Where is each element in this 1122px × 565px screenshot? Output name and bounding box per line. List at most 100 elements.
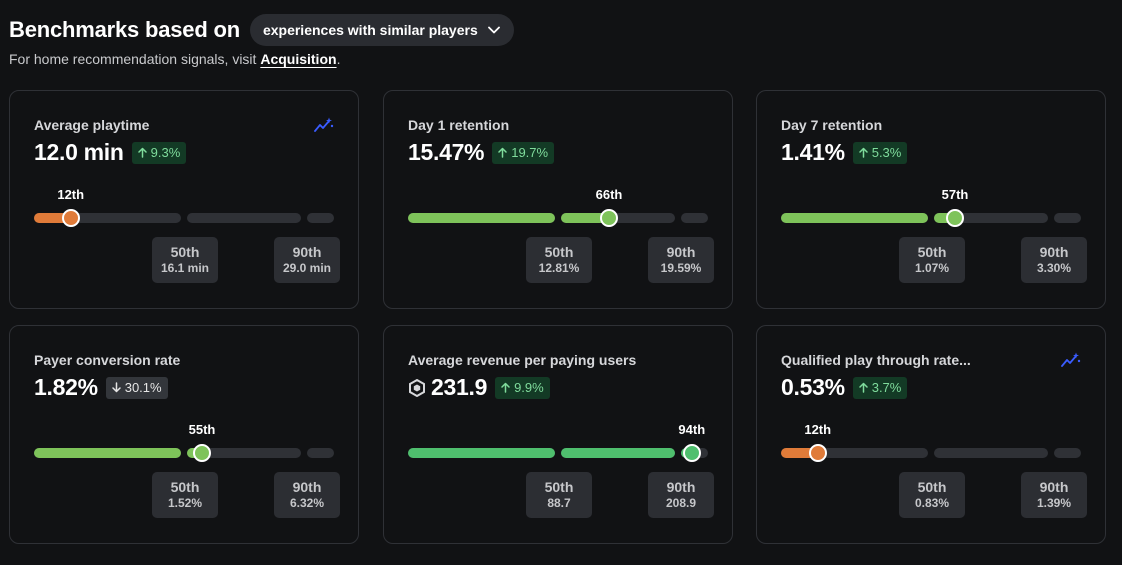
trend-sparkle-icon[interactable] bbox=[314, 117, 334, 138]
tick-percentile: 50th bbox=[544, 244, 574, 261]
benchmark-tick-90th: 90th 19.59% bbox=[648, 237, 714, 283]
percentile-knob[interactable] bbox=[808, 444, 827, 462]
benchmark-tick-90th: 90th 29.0 min bbox=[274, 237, 340, 283]
percentile-knob[interactable] bbox=[600, 209, 618, 227]
percentile-label: 57th bbox=[941, 187, 969, 202]
tick-value: 19.59% bbox=[660, 261, 702, 276]
percentile-track-fill bbox=[34, 448, 181, 458]
chevron-down-icon bbox=[487, 26, 500, 34]
percentile-label: 94th bbox=[678, 422, 706, 437]
tick-value: 88.7 bbox=[547, 496, 571, 511]
benchmark-tick-90th: 90th 3.30% bbox=[1021, 237, 1087, 283]
benchmark-tick-50th: 50th 1.07% bbox=[899, 237, 965, 283]
arrow-up-icon bbox=[137, 147, 147, 158]
metric-value: 1.82% bbox=[34, 374, 98, 400]
percentile-track-fill bbox=[561, 213, 609, 223]
metric-value: 231.9 bbox=[431, 374, 488, 400]
header: Benchmarks based on experiences with sim… bbox=[9, 14, 514, 46]
percentile-knob[interactable] bbox=[61, 209, 80, 227]
tick-percentile: 50th bbox=[544, 479, 574, 496]
percentile-track-segment bbox=[187, 213, 301, 223]
metric-card: Qualified play through rate... 0.53% 3.7% 1… bbox=[756, 325, 1106, 544]
percentile-label: 12th bbox=[57, 187, 85, 202]
benchmark-tick-50th: 50th 88.7 bbox=[526, 472, 592, 518]
tick-percentile: 50th bbox=[170, 244, 200, 261]
change-value: 19.7% bbox=[511, 145, 549, 160]
acquisition-link[interactable]: Acquisition bbox=[260, 51, 337, 67]
percentile-track-fill bbox=[561, 448, 675, 458]
metric-label: Qualified play through rate... bbox=[781, 352, 971, 368]
change-badge: 9.3% bbox=[131, 141, 187, 164]
change-badge: 3.7% bbox=[852, 376, 908, 399]
page-title: Benchmarks based on bbox=[9, 17, 240, 42]
metric-label: Payer conversion rate bbox=[34, 352, 181, 368]
percentile-knob[interactable] bbox=[193, 444, 211, 462]
arrow-up-icon bbox=[501, 382, 510, 393]
metric-value: 1.41% bbox=[781, 139, 845, 165]
change-value: 9.3% bbox=[150, 145, 181, 160]
metric-value: 0.53% bbox=[781, 374, 845, 400]
tick-value: 29.0 min bbox=[282, 261, 332, 276]
metric-card: Day 1 retention 15.47% 19.7% 66th 50th 12.8… bbox=[383, 90, 733, 309]
benchmark-tick-90th: 90th 208.9 bbox=[648, 472, 714, 518]
metric-value-row: 231.9 9.9% bbox=[408, 374, 550, 401]
dropdown-label: experiences with similar players bbox=[262, 22, 478, 38]
subtitle-suffix: . bbox=[336, 51, 341, 67]
tick-value: 12.81% bbox=[538, 261, 580, 276]
benchmark-group-dropdown[interactable]: experiences with similar players bbox=[249, 14, 514, 46]
percentile-track-segment bbox=[561, 213, 675, 223]
tick-value: 1.39% bbox=[1036, 496, 1072, 511]
subtitle-text: For home recommendation signals, visit bbox=[9, 51, 261, 67]
trend-sparkle-icon[interactable] bbox=[1061, 352, 1081, 373]
percentile-track-segment bbox=[781, 448, 928, 458]
metric-value: 12.0 min bbox=[34, 139, 124, 165]
benchmark-tick-90th: 90th 1.39% bbox=[1021, 472, 1087, 518]
percentile-track-segment bbox=[1054, 448, 1081, 458]
tick-value: 16.1 min bbox=[160, 261, 210, 276]
change-value: 9.9% bbox=[514, 380, 544, 395]
percentile-label: 66th bbox=[595, 187, 623, 202]
tick-percentile: 90th bbox=[666, 479, 696, 496]
change-value: 5.3% bbox=[871, 145, 902, 160]
tick-value: 1.07% bbox=[914, 261, 950, 276]
percentile-track-segment bbox=[1054, 213, 1081, 223]
tick-value: 1.52% bbox=[167, 496, 203, 511]
percentile-track-segment bbox=[307, 448, 334, 458]
tick-percentile: 50th bbox=[917, 479, 947, 496]
tick-value: 208.9 bbox=[665, 496, 697, 511]
metric-label: Average playtime bbox=[34, 117, 150, 133]
tick-percentile: 50th bbox=[917, 244, 947, 261]
metric-value-row: 1.82% 30.1% bbox=[34, 374, 168, 401]
percentile-track-fill bbox=[781, 213, 928, 223]
tick-percentile: 90th bbox=[292, 244, 322, 261]
arrow-down-icon bbox=[111, 382, 121, 393]
metric-label: Average revenue per paying users bbox=[408, 352, 637, 368]
percentile-track-fill bbox=[781, 448, 818, 458]
percentile-label: 55th bbox=[188, 422, 216, 437]
change-badge: 5.3% bbox=[852, 141, 908, 164]
percentile-track-fill bbox=[34, 213, 71, 223]
percentile-track-segment bbox=[934, 213, 1048, 223]
tick-percentile: 50th bbox=[170, 479, 200, 496]
change-value: 3.7% bbox=[871, 380, 902, 395]
subtitle: For home recommendation signals, visit A… bbox=[9, 51, 340, 67]
change-value: 30.1% bbox=[124, 380, 162, 395]
metric-label: Day 7 retention bbox=[781, 117, 883, 133]
metric-value-row: 12.0 min 9.3% bbox=[34, 139, 187, 166]
change-badge: 19.7% bbox=[492, 141, 555, 164]
metric-card: Payer conversion rate 1.82% 30.1% 55th 50th… bbox=[9, 325, 359, 544]
metric-value-row: 0.53% 3.7% bbox=[781, 374, 908, 401]
percentile-knob[interactable] bbox=[682, 444, 701, 462]
tick-percentile: 90th bbox=[666, 244, 696, 261]
tick-value: 6.32% bbox=[289, 496, 325, 511]
percentile-track-segment bbox=[187, 448, 301, 458]
percentile-track-segment bbox=[34, 213, 181, 223]
metric-value-row: 15.47% 19.7% bbox=[408, 139, 555, 166]
benchmark-tick-50th: 50th 1.52% bbox=[152, 472, 218, 518]
change-badge: 30.1% bbox=[105, 376, 168, 399]
benchmark-tick-50th: 50th 12.81% bbox=[526, 237, 592, 283]
change-badge: 9.9% bbox=[495, 376, 550, 399]
percentile-knob[interactable] bbox=[946, 209, 964, 227]
benchmark-tick-50th: 50th 16.1 min bbox=[152, 237, 218, 283]
metric-card: Day 7 retention 1.41% 5.3% 57th 50th 1.07% … bbox=[756, 90, 1106, 309]
